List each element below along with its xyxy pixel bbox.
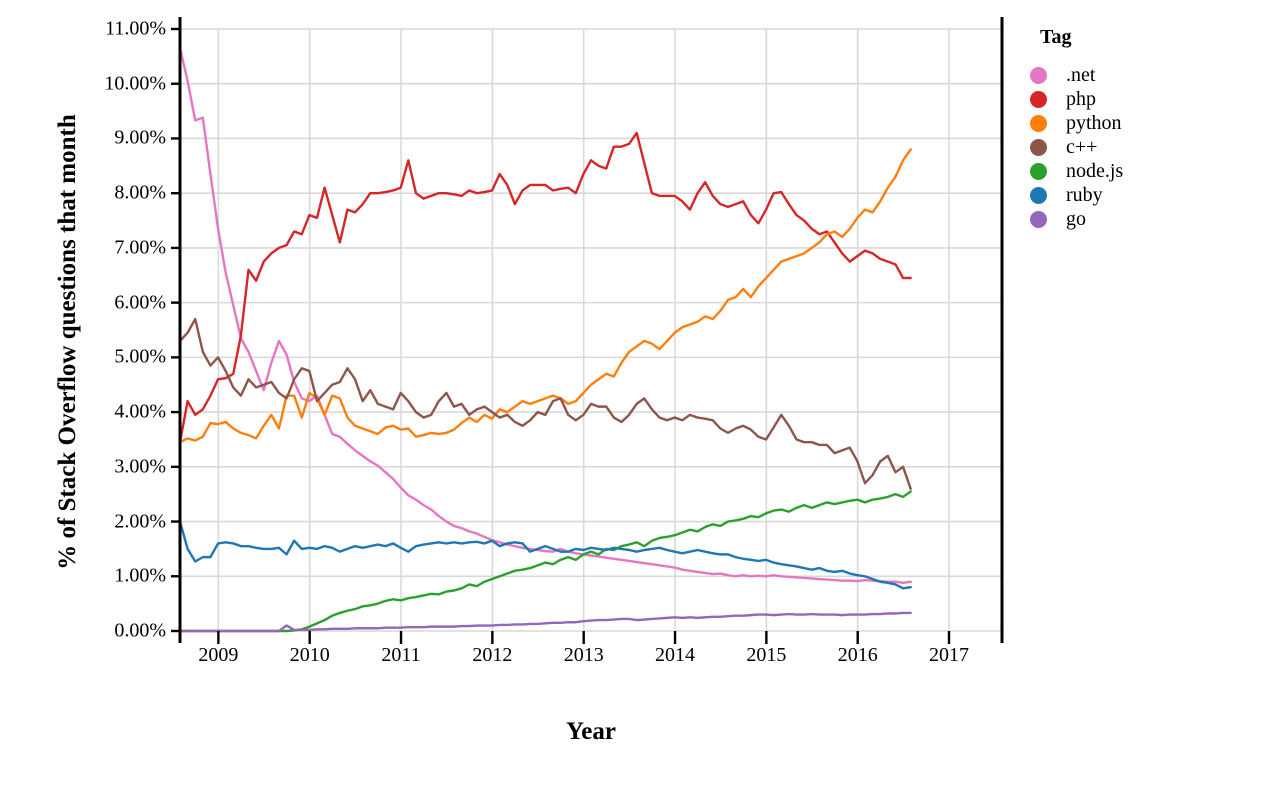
series-line-go (178, 611, 912, 633)
y-tick-label: 11.00% (105, 17, 166, 40)
legend-swatch-icon (1030, 210, 1047, 228)
legend-item-python[interactable]: python (1030, 111, 1250, 135)
x-tick-label: 2010 (289, 644, 330, 666)
gridlines (180, 28, 1002, 632)
legend-label: php (1066, 88, 1096, 110)
legend-item--net[interactable]: .net (1030, 63, 1250, 87)
x-tick-label: 2014 (655, 644, 696, 666)
x-tick-label: 2012 (472, 644, 513, 666)
legend: Tag .net php python c++ node.js ruby go (1030, 26, 1250, 231)
y-tick-label: 6.00% (114, 291, 166, 314)
legend-item-node-js[interactable]: node.js (1030, 159, 1250, 183)
data-series (178, 46, 912, 633)
legend-swatch-icon (1030, 138, 1047, 156)
axes (171, 17, 1004, 644)
legend-label: c++ (1066, 136, 1098, 158)
series-line-php (178, 131, 912, 444)
legend-swatch-icon (1030, 186, 1047, 204)
legend-item-c-[interactable]: c++ (1030, 135, 1250, 159)
x-tick-label: 2015 (746, 644, 787, 666)
y-tick-label: 3.00% (114, 455, 166, 478)
legend-label: .net (1066, 64, 1096, 86)
legend-item-ruby[interactable]: ruby (1030, 183, 1250, 207)
x-axis-title: Year (566, 718, 616, 745)
legend-swatch-icon (1030, 90, 1047, 108)
x-tick-label: 2016 (837, 644, 878, 666)
legend-swatch-icon (1030, 114, 1047, 132)
y-tick-label: 4.00% (114, 400, 166, 423)
legend-title: Tag (1040, 26, 1072, 48)
series-line-python (178, 148, 912, 444)
x-tick-label: 2011 (381, 644, 421, 666)
legend-swatch-icon (1030, 162, 1047, 180)
legend-label: python (1066, 112, 1122, 134)
y-tick-label: 10.00% (104, 72, 166, 95)
legend-label: go (1066, 208, 1086, 230)
y-tick-label: 2.00% (114, 510, 166, 533)
legend-label: ruby (1066, 184, 1103, 206)
y-tick-label: 8.00% (114, 181, 166, 204)
y-tick-label: 5.00% (114, 345, 166, 368)
legend-items: .net php python c++ node.js ruby go (1030, 63, 1250, 231)
series-line--net (178, 46, 912, 585)
x-tick-label: 2017 (929, 644, 970, 666)
x-tick-label: 2013 (563, 644, 604, 666)
x-tick-label: 2009 (198, 644, 239, 666)
legend-swatch-icon (1030, 66, 1047, 84)
series-line-ruby (178, 520, 912, 590)
legend-item-php[interactable]: php (1030, 87, 1250, 111)
y-tick-label: 9.00% (114, 126, 166, 149)
y-tick-label: 0.00% (114, 619, 166, 642)
y-tick-label: 7.00% (114, 236, 166, 259)
series-line-c- (178, 317, 912, 490)
legend-label: node.js (1066, 160, 1124, 182)
series-line-node-js (178, 490, 912, 633)
y-tick-label: 1.00% (114, 564, 166, 587)
legend-item-go[interactable]: go (1030, 207, 1250, 231)
